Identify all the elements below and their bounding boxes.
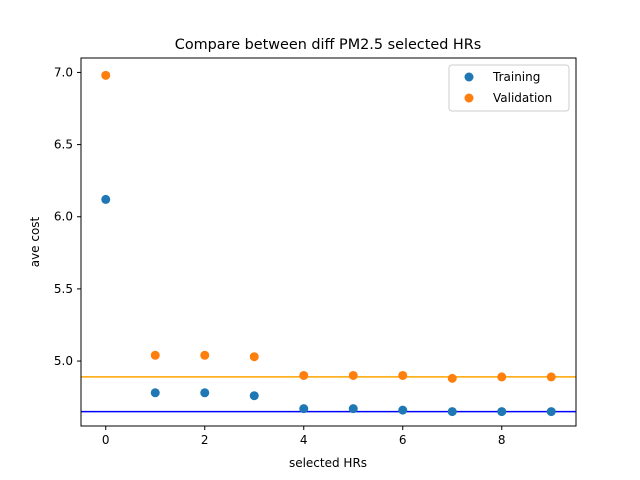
data-point-training-1: [150, 388, 160, 398]
data-point-training-0: [101, 194, 111, 204]
y-tick-label-4: 7.0: [54, 65, 73, 79]
x-tick-label-1: 2: [201, 433, 209, 447]
data-point-training-3: [249, 391, 259, 401]
plot-area: 0 2 4 6 8 5.0 5.5 6.0 6.5 7.0 Training Validation: [54, 57, 577, 447]
data-point-validation-8: [497, 372, 507, 382]
x-axis-label: selected HRs: [289, 456, 367, 470]
data-point-training-4: [299, 404, 309, 414]
data-point-validation-9: [546, 372, 556, 382]
data-point-validation-4: [299, 370, 309, 380]
x-tick-label-3: 6: [399, 433, 407, 447]
data-point-training-5: [348, 404, 358, 414]
y-axis-label: ave cost: [28, 216, 42, 267]
data-point-training-8: [497, 407, 507, 417]
y-tick-label-3: 6.5: [54, 138, 73, 152]
legend-label-validation: Validation: [493, 91, 552, 105]
legend-box: [448, 64, 570, 112]
data-point-training-6: [398, 405, 408, 415]
chart-title: Compare between diff PM2.5 selected HRs: [175, 37, 481, 53]
data-point-validation-1: [150, 350, 160, 360]
x-tick-label-0: 0: [102, 433, 110, 447]
y-tick-label-2: 6.0: [54, 210, 73, 224]
data-point-validation-3: [249, 352, 259, 362]
legend-marker-validation: [464, 93, 474, 103]
x-tick-label-2: 4: [300, 433, 308, 447]
data-point-training-2: [200, 388, 210, 398]
x-tick-label-4: 8: [498, 433, 506, 447]
data-point-training-7: [447, 407, 457, 417]
legend-marker-training: [464, 72, 474, 82]
data-point-training-9: [546, 407, 556, 417]
legend-label-training: Training: [492, 70, 540, 84]
data-point-validation-5: [348, 370, 358, 380]
data-point-validation-0: [101, 70, 111, 80]
y-tick-label-1: 5.5: [54, 282, 73, 296]
data-point-validation-6: [398, 370, 408, 380]
y-tick-label-0: 5.0: [54, 354, 73, 368]
data-point-validation-7: [447, 373, 457, 383]
data-point-validation-2: [200, 350, 210, 360]
axes-frame: [80, 57, 577, 427]
